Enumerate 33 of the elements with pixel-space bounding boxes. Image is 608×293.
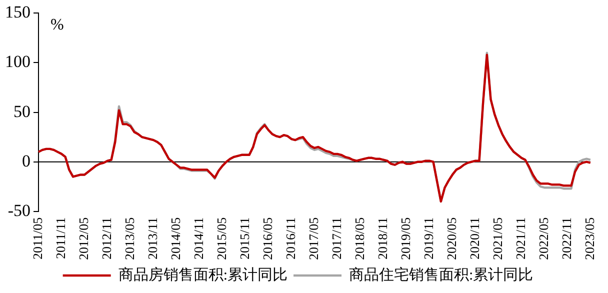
x-tick-label: 2015/11 (236, 217, 252, 260)
x-tick-label: 2023/05 (582, 217, 597, 260)
x-tick-label: 2021/11 (512, 217, 528, 260)
x-tick-label: 2014/11 (190, 217, 206, 260)
x-tick-label: 2021/05 (490, 217, 505, 260)
x-tick-label: 2013/05 (122, 217, 137, 260)
x-tick-label: 2019/11 (420, 217, 436, 260)
x-tick-label: 2018/05 (352, 217, 367, 260)
x-tick-label: 2012/05 (76, 217, 91, 260)
x-tick-label: 2022/05 (536, 217, 551, 260)
x-tick-label: 2020/11 (466, 217, 482, 260)
legend-label: 商品房销售面积:累计同比 (118, 266, 288, 284)
y-tick-label: 100 (5, 52, 30, 72)
x-tick-label: 2017/11 (328, 217, 344, 260)
x-tick-label: 2011/05 (30, 217, 45, 260)
y-tick-label: 150 (5, 2, 30, 22)
y-axis-title: % (50, 16, 64, 34)
x-tick-label: 2012/11 (98, 217, 114, 260)
x-tick-label: 2017/05 (306, 217, 321, 260)
y-tick-label: 50 (14, 102, 30, 121)
x-tick-label: 2011/11 (52, 217, 68, 260)
y-tick-label: -50 (8, 200, 30, 220)
legend-label: 商品住宅销售面积:累计同比 (349, 266, 534, 284)
x-tick-label: 2020/05 (444, 217, 459, 260)
x-tick-label: 2015/05 (214, 217, 229, 260)
x-tick-label: 2013/11 (144, 217, 160, 260)
x-tick-label: 2016/11 (282, 217, 298, 260)
x-tick-label: 2019/05 (398, 217, 413, 260)
x-tick-label: 2022/11 (558, 217, 574, 260)
y-tick-label: 0 (22, 151, 30, 170)
x-tick-label: 2018/11 (374, 217, 390, 260)
x-tick-label: 2016/05 (260, 217, 275, 260)
x-tick-label: 2014/05 (168, 217, 183, 260)
